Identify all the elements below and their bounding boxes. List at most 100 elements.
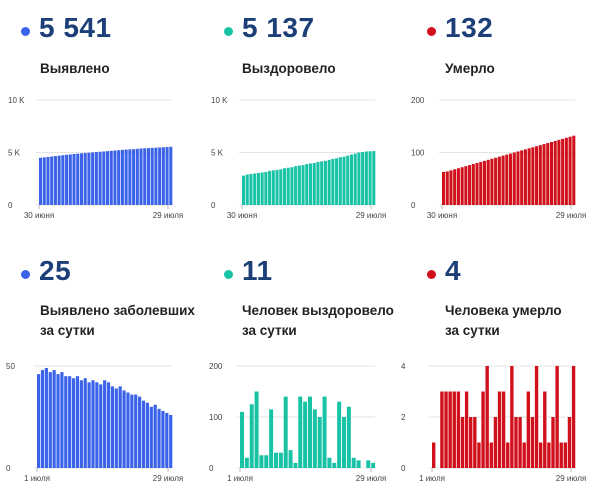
recovered-dot-icon	[224, 27, 233, 36]
data-bar	[117, 150, 121, 205]
data-bar	[286, 167, 290, 205]
data-bar	[516, 151, 520, 205]
y-tick-label: 0	[8, 201, 13, 210]
data-bar	[323, 160, 327, 205]
x-tick-label: 29 июля	[556, 211, 586, 220]
x-tick-label: 29 июля	[153, 474, 183, 483]
data-bar	[283, 396, 288, 468]
detected-label-line1: Выявлено	[40, 61, 110, 76]
y-tick-label: 50	[6, 362, 15, 371]
data-bar	[138, 396, 142, 468]
data-bar	[135, 148, 139, 205]
data-bar	[91, 152, 95, 205]
data-bar	[242, 175, 246, 205]
data-bar	[61, 155, 65, 205]
data-bar	[493, 417, 498, 468]
data-bar	[301, 165, 305, 205]
y-tick-label: 0	[6, 464, 11, 473]
data-bar	[79, 153, 83, 205]
data-bar	[278, 452, 283, 468]
deaths-label-line1: Умерло	[445, 61, 495, 76]
data-bar	[317, 417, 322, 468]
data-bar	[501, 155, 505, 205]
x-tick-label: 30 июня	[227, 211, 257, 220]
data-bar	[564, 137, 568, 205]
data-bar	[39, 157, 43, 205]
data-bar	[109, 150, 113, 205]
data-bar	[124, 149, 128, 205]
data-bar	[456, 391, 461, 468]
y-tick-label: 0	[209, 464, 214, 473]
data-bar	[256, 172, 260, 205]
data-bar	[282, 168, 286, 205]
data-bar	[489, 442, 493, 468]
x-tick-label: 30 июня	[427, 211, 457, 220]
daily-recovered-chart: 0 100 200 1 июля 29 июля	[209, 362, 386, 483]
data-bar	[543, 391, 547, 468]
data-bar	[349, 154, 353, 205]
data-bar	[158, 147, 162, 205]
daily-recovered-label: Человек выздоровело за сутки	[242, 301, 394, 341]
daily-recovered-value: 11	[242, 255, 273, 286]
data-bar	[143, 148, 147, 205]
data-bar	[448, 391, 452, 468]
data-bar	[442, 171, 446, 205]
data-bar	[56, 374, 60, 468]
daily-detected-value: 25	[39, 255, 72, 286]
data-bar	[149, 406, 153, 468]
data-bar	[91, 380, 95, 468]
x-tick-label: 29 июля	[153, 211, 183, 220]
x-tick-label: 29 июля	[356, 211, 386, 220]
data-bar	[327, 457, 332, 468]
data-bar	[120, 149, 124, 205]
data-bar	[452, 391, 456, 468]
data-bar	[48, 372, 52, 468]
data-bar	[161, 147, 165, 205]
x-tick-label: 29 июля	[356, 474, 386, 483]
data-bar	[169, 414, 173, 468]
data-bar	[98, 151, 102, 205]
data-bar	[505, 154, 509, 205]
data-bar	[361, 151, 365, 205]
daily-detected-label-line1: Выявлено заболевших	[40, 303, 195, 318]
y-tick-label: 100	[411, 149, 425, 158]
data-bar	[113, 150, 117, 205]
daily-deaths-value: 4	[445, 255, 462, 286]
data-bar	[294, 166, 298, 205]
data-bar	[479, 161, 483, 205]
data-bar	[44, 368, 48, 468]
data-bar	[65, 154, 69, 205]
y-tick-label: 4	[401, 362, 406, 371]
data-bar	[240, 411, 244, 468]
data-bar	[514, 417, 518, 468]
data-bar	[518, 417, 522, 468]
data-bar	[453, 169, 457, 205]
data-bar	[549, 142, 553, 205]
data-bar	[337, 401, 342, 468]
data-bar	[46, 156, 50, 205]
data-bar	[42, 157, 46, 205]
y-tick-label: 200	[411, 96, 425, 105]
deaths-chart: 0 100 200 30 июня 29 июля	[411, 96, 586, 220]
data-bar	[132, 149, 136, 205]
y-tick-label: 10 K	[8, 96, 25, 105]
daily-recovered-label-line1: Человек выздоровело	[242, 303, 394, 318]
data-bar	[288, 450, 293, 468]
data-bar	[60, 372, 64, 468]
data-bar	[165, 147, 169, 205]
data-bar	[553, 140, 557, 205]
data-bar	[269, 409, 274, 468]
data-bar	[342, 417, 346, 468]
data-bar	[130, 394, 134, 468]
y-tick-label: 100	[209, 413, 223, 422]
data-bar	[139, 148, 143, 205]
data-bar	[64, 376, 68, 468]
data-bar	[274, 452, 278, 468]
y-tick-label: 0	[401, 464, 406, 473]
data-bar	[346, 155, 350, 205]
deaths-total-value: 132	[445, 12, 494, 43]
daily-deaths-dot-icon	[427, 270, 436, 279]
y-tick-label: 5 K	[8, 149, 21, 158]
data-bar	[279, 169, 283, 205]
data-bar	[134, 394, 138, 468]
